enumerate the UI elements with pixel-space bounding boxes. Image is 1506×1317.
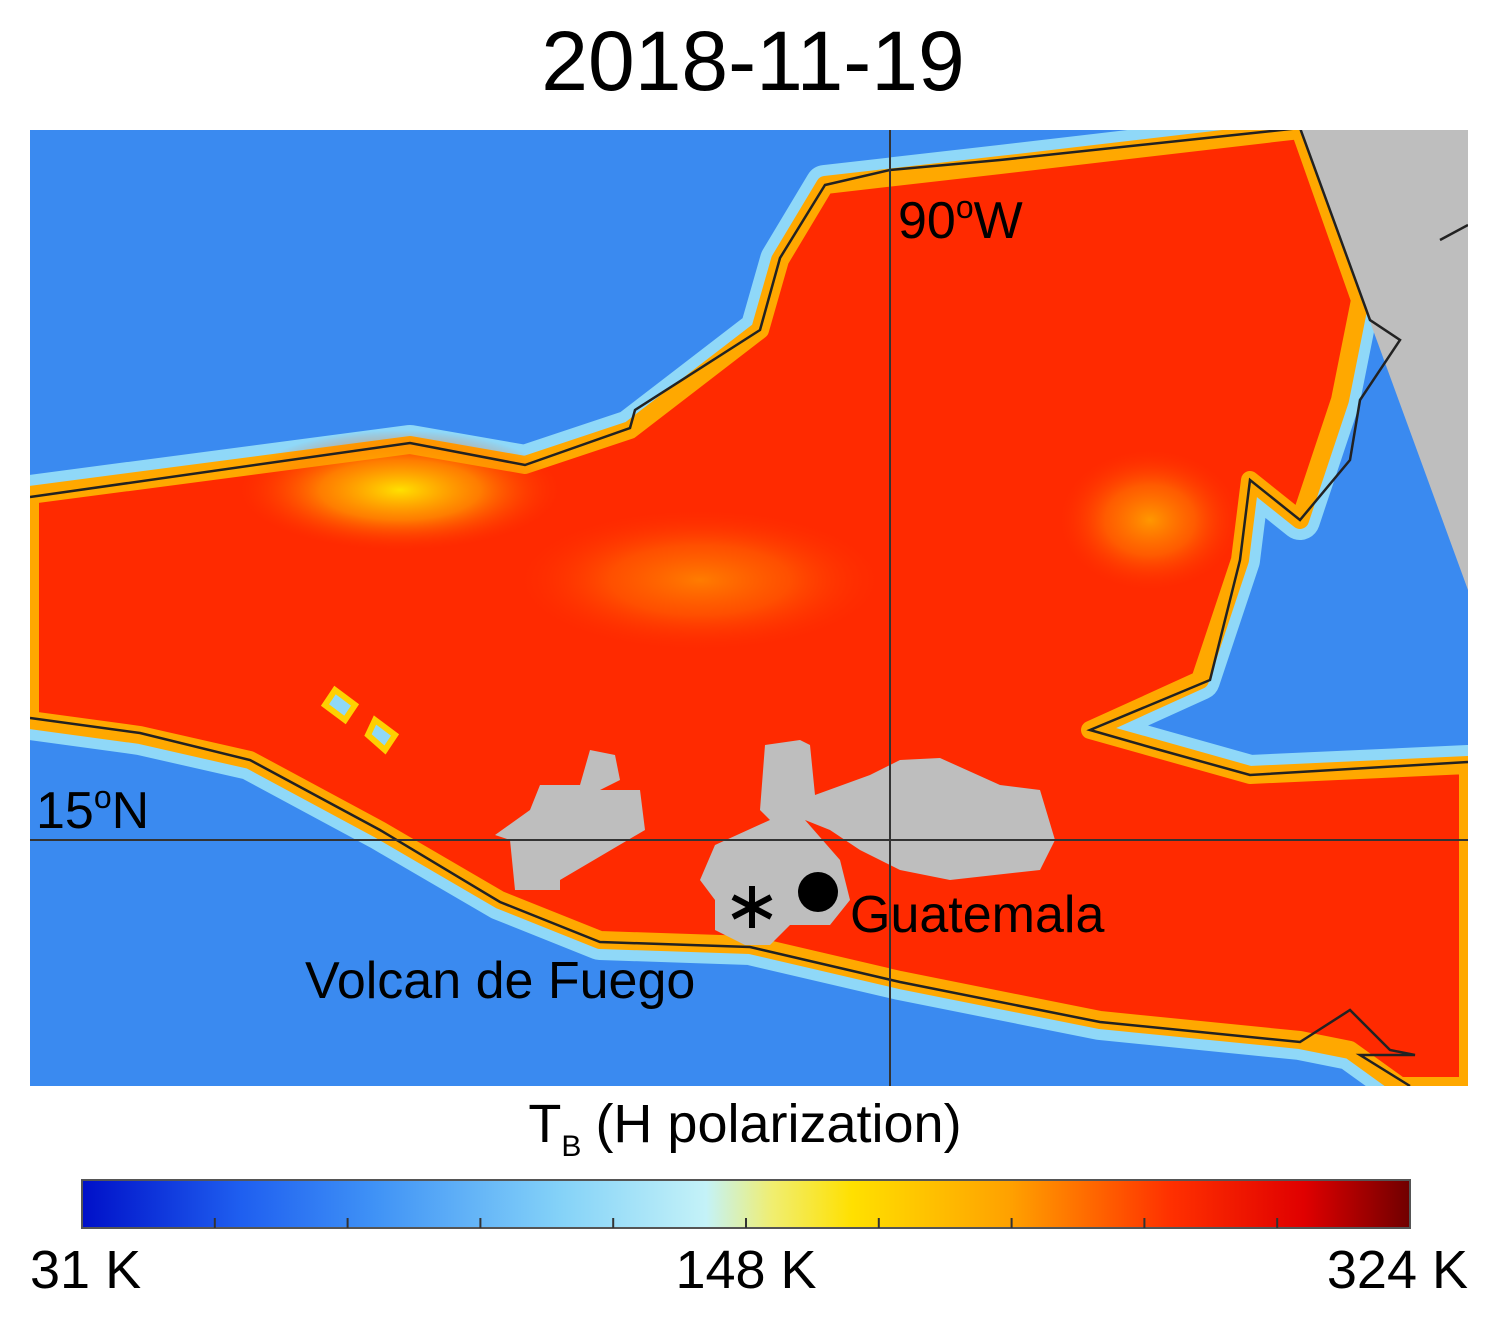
- title: 2018-11-19: [541, 14, 964, 108]
- lat-hemisphere: N: [112, 782, 150, 840]
- lon-degree: o: [956, 189, 974, 225]
- label-text: (H polarization): [595, 1094, 961, 1154]
- colorbar-tick-label: 148 K: [675, 1240, 816, 1300]
- symbol: T: [528, 1094, 561, 1154]
- longitude-label: 90oW: [898, 189, 1023, 250]
- colorbar-tick-label: 324 K: [1327, 1240, 1468, 1300]
- colorbar-label: TB (H polarization): [528, 1094, 961, 1163]
- warm-spot: [1060, 450, 1240, 590]
- warm-spot: [520, 510, 880, 650]
- city-marker: [798, 872, 838, 912]
- no-data: [495, 750, 645, 890]
- coastline: [30, 130, 1468, 1086]
- colorbar-ticks: [213, 1218, 1279, 1228]
- lat-degree: o: [94, 779, 112, 815]
- subscript: B: [561, 1130, 581, 1163]
- latitude-label: 15oN: [36, 779, 149, 840]
- lake: [320, 685, 360, 725]
- no-data: [700, 740, 1055, 945]
- lake: [364, 715, 400, 755]
- warm-spot: [240, 430, 560, 550]
- place-label: Volcan de Fuego: [305, 952, 695, 1010]
- lon-number: 90: [898, 192, 956, 250]
- map: 90oW 15oN Guatemala Volcan de Fuego: [30, 130, 1468, 1086]
- lat-number: 15: [36, 782, 94, 840]
- lon-hemisphere: W: [974, 192, 1023, 250]
- colorbar-tick-label: 31 K: [30, 1240, 141, 1300]
- volcano-marker: [731, 886, 773, 928]
- place-label: Guatemala: [850, 886, 1104, 944]
